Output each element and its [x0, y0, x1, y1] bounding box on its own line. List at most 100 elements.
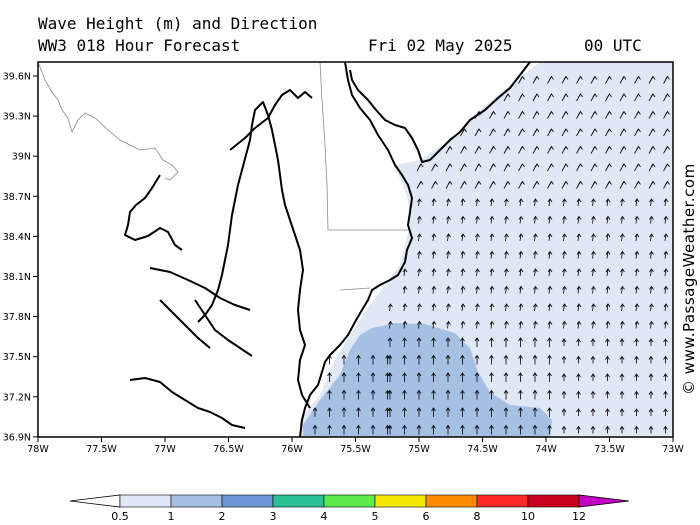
wave-arrow	[663, 110, 670, 119]
wave-arrow	[590, 338, 596, 346]
wave-arrow	[431, 180, 438, 189]
wave-arrow	[663, 93, 670, 102]
wave-arrow	[402, 389, 407, 400]
wave-arrow	[562, 285, 567, 294]
wave-arrow	[605, 250, 611, 259]
wave-arrow	[445, 407, 451, 417]
wave-arrow	[561, 93, 569, 102]
wave-arrow	[547, 354, 552, 365]
wave-arrow	[663, 268, 669, 277]
wave-arrow	[460, 320, 466, 329]
wave-arrow	[385, 372, 390, 382]
wave-arrow	[619, 408, 625, 416]
colorbar-label: 6	[423, 510, 430, 523]
wave-arrow	[605, 303, 611, 312]
wave-arrow	[576, 268, 582, 277]
wave-arrow	[327, 407, 332, 417]
wave-arrow	[562, 250, 567, 259]
wave-arrow	[576, 163, 583, 172]
wave-arrow	[460, 424, 465, 435]
wave-arrow	[446, 285, 451, 294]
wave-arrow	[431, 215, 437, 224]
wave-arrow	[446, 198, 451, 207]
wave-arrow	[460, 250, 466, 259]
wave-arrow	[663, 425, 668, 434]
wave-arrow	[475, 250, 480, 259]
wave-arrow	[532, 407, 538, 417]
wave-arrow	[648, 180, 656, 189]
wave-arrow	[518, 215, 524, 224]
wave-arrow	[503, 407, 509, 417]
wave-arrow	[474, 337, 480, 347]
wave-arrow	[446, 303, 451, 312]
colorbar-label: 5	[372, 510, 379, 523]
wave-arrow	[634, 145, 641, 154]
wave-arrow	[356, 372, 361, 382]
wave-arrow	[561, 110, 569, 119]
wave-arrow	[605, 390, 610, 399]
wave-arrow	[518, 407, 523, 417]
wave-arrow	[562, 198, 567, 207]
wave-arrow	[561, 373, 567, 381]
wave-arrow	[634, 268, 640, 277]
wave-arrow	[402, 354, 407, 365]
wave-arrow	[341, 372, 347, 382]
wave-arrow	[489, 303, 495, 312]
wave-arrow	[619, 338, 625, 346]
wave-arrow	[576, 145, 583, 154]
wave-arrow	[648, 408, 654, 416]
wave-arrow	[416, 424, 422, 435]
wave-arrow	[445, 163, 453, 172]
wave-arrow	[356, 407, 361, 417]
wave-arrow	[503, 372, 509, 382]
wave-arrow	[663, 390, 668, 399]
wave-arrow	[547, 389, 552, 400]
wave-arrow	[431, 407, 436, 417]
sea-1-2m-area	[303, 323, 552, 437]
wave-arrow	[431, 198, 437, 207]
wave-arrow	[576, 180, 583, 189]
wave-arrow	[562, 215, 567, 224]
colorbar-segment	[323, 494, 376, 508]
forecast-date: Fri 02 May 2025	[368, 36, 513, 55]
wave-arrow	[532, 372, 538, 382]
wave-arrow	[634, 355, 639, 364]
wave-arrow	[561, 180, 569, 189]
colorbar-segment	[374, 494, 427, 508]
wave-arrow	[590, 355, 596, 364]
wave-arrow	[648, 128, 656, 137]
wave-arrow	[634, 198, 640, 207]
wave-arrow	[416, 337, 422, 347]
wave-arrow	[503, 163, 511, 172]
wave-arrow	[663, 128, 670, 137]
wave-arrow	[547, 250, 553, 259]
wave-arrow	[605, 198, 611, 207]
wave-arrow	[663, 198, 669, 207]
wave-arrow	[417, 320, 422, 329]
wave-arrow	[561, 355, 567, 364]
wave-arrow	[576, 320, 582, 329]
wave-arrow	[417, 198, 422, 207]
wave-arrow	[489, 233, 495, 242]
wave-arrow	[590, 390, 596, 399]
lon-axis: 78W 77.5W 77W 76.5W 76W 75.5W 75W 74.5W 74W 73.5W…	[27, 437, 684, 455]
wave-arrow	[561, 145, 569, 154]
wave-arrow	[547, 337, 552, 347]
lon-tick-label: 73.5W	[594, 444, 625, 455]
wave-arrow	[503, 128, 511, 137]
wave-arrow	[634, 303, 640, 312]
wave-arrow	[475, 320, 480, 329]
wave-arrow	[605, 233, 611, 242]
wave-arrow	[518, 337, 523, 347]
wave-arrow	[489, 180, 496, 189]
wave-arrow	[489, 424, 494, 435]
wave-arrow	[561, 425, 567, 434]
wave-arrow	[489, 389, 494, 400]
wave-arrow	[648, 110, 656, 119]
wave-arrow	[620, 303, 625, 312]
wave-arrow	[489, 372, 494, 382]
wave-arrow	[475, 215, 480, 224]
wave-arrow	[460, 407, 465, 417]
wave-arrow	[591, 285, 596, 294]
wave-arrow	[605, 128, 612, 137]
